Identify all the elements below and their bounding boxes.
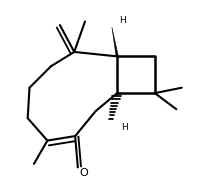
Text: H: H: [119, 16, 125, 25]
Text: H: H: [121, 123, 128, 132]
Polygon shape: [112, 27, 118, 57]
Text: O: O: [80, 168, 89, 178]
